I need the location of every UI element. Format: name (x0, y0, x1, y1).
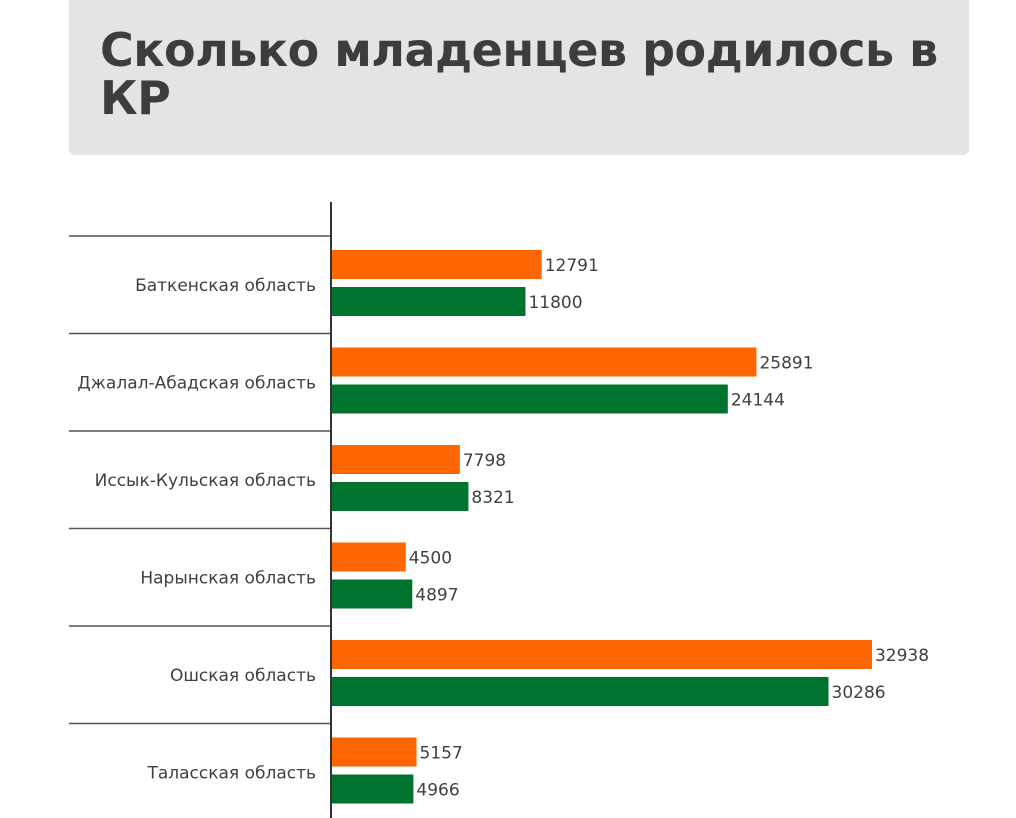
bar (332, 250, 542, 279)
category-label: Таласская область (146, 764, 316, 784)
data-label: 5157 (420, 744, 463, 764)
bar (332, 579, 413, 609)
value-labels: 12791 11800 25891 24144 7798 8321 4500 4897 3293… (409, 256, 929, 801)
category-label: Баткенская область (135, 276, 316, 296)
category-label: Нарынская область (140, 569, 316, 589)
bar (332, 774, 414, 804)
category-label: Ошская область (170, 666, 316, 686)
chart-title: Сколько младенцев родилось в КР (100, 23, 938, 125)
bar (332, 287, 526, 316)
data-label: 24144 (731, 391, 785, 411)
category-label: Иссык-Кульская область (95, 471, 316, 491)
title-panel: Сколько младенцев родилось в КР (69, 0, 969, 155)
bar (332, 677, 829, 706)
bar (332, 542, 406, 572)
category-separators (69, 235, 331, 725)
data-label: 30286 (832, 683, 886, 703)
data-label: 11800 (528, 293, 582, 313)
data-label: 7798 (463, 451, 506, 471)
data-label: 12791 (545, 256, 599, 276)
bar (332, 347, 757, 377)
category-label: Джалал-Абадская область (77, 374, 316, 394)
data-label: 8321 (471, 488, 514, 508)
data-label: 32938 (875, 646, 929, 666)
data-label: 4500 (409, 549, 452, 569)
data-label: 4966 (416, 781, 459, 801)
bar (332, 640, 872, 669)
bars (332, 250, 872, 804)
bar (332, 445, 460, 474)
bar (332, 384, 728, 414)
data-label: 4897 (415, 586, 458, 606)
data-label: 25891 (759, 354, 813, 374)
category-labels: Баткенская область Джалал-Абадская област… (77, 276, 316, 784)
bar (332, 482, 469, 511)
bar (332, 737, 417, 767)
